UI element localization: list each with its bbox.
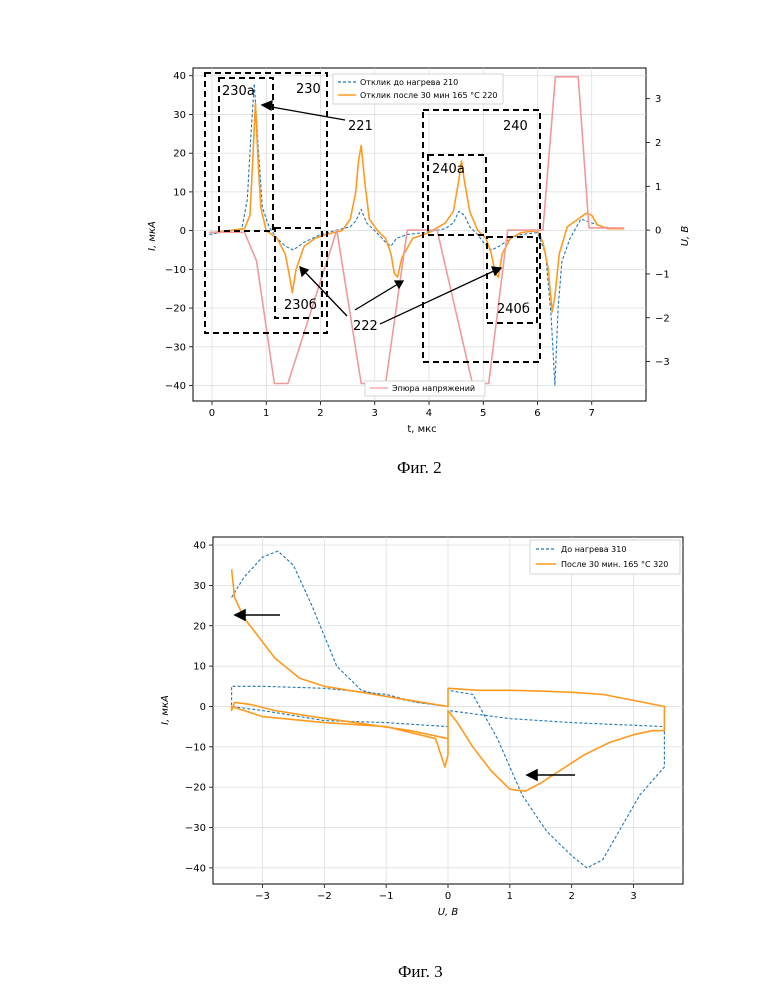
fig2-plot-frame <box>193 68 646 401</box>
fig3-ytick-label-2: 20 <box>193 621 206 632</box>
fig2-ytick-label-4: 0 <box>180 226 186 237</box>
fig2-xtick-label-7: 7 <box>589 408 595 419</box>
fig3-xlabel: U, В <box>438 907 459 918</box>
fig2-xtick-label-5: 5 <box>480 408 486 419</box>
fig2-legend-label-220: Отклик после 30 мин 165 °C 220 <box>360 91 498 100</box>
fig2-label-240: 240 <box>503 119 528 134</box>
fig3-ytick-label-4: 0 <box>200 702 206 713</box>
fig2-xlabel: t, мкс <box>407 424 436 435</box>
fig2-ytick-label-6: −20 <box>165 304 186 315</box>
fig3-caption: Фиг. 3 <box>398 962 443 982</box>
fig2-label-222: 222 <box>353 319 378 334</box>
fig2-ytick-right-label-5: −2 <box>655 313 670 324</box>
fig2-legend-voltage: Эпюра напряжений <box>365 381 485 396</box>
fig2-label-230b: 230б <box>284 298 317 313</box>
fig3-xtick-label-3: 0 <box>445 891 451 902</box>
fig2-ylabel-right: U, В <box>680 226 691 247</box>
fig3-ytick-label-3: 10 <box>193 662 206 673</box>
fig2-legend-label-210: Отклик до нагрева 210 <box>360 78 458 87</box>
fig3-legend: До нагрева 310 После 30 мин. 165 °C 320 <box>530 540 680 574</box>
fig2-ytick-label-5: −10 <box>165 265 186 276</box>
fig2-ytick-label-1: 30 <box>173 110 186 121</box>
fig2-xtick-label-4: 4 <box>426 408 432 419</box>
fig2-legend-label-voltage: Эпюра напряжений <box>392 384 475 393</box>
fig2-ytick-label-7: −30 <box>165 342 186 353</box>
fig3-xtick-label-2: −1 <box>379 891 394 902</box>
fig3-arrowhead-upper <box>235 610 245 620</box>
fig3-legend-label-320: После 30 мин. 165 °C 320 <box>561 560 668 569</box>
fig2-xtick-label-2: 2 <box>317 408 323 419</box>
fig2-xtick-label-1: 1 <box>263 408 269 419</box>
fig2-ytick-right-label-4: −1 <box>655 269 670 280</box>
fig3-ytick-label-6: −20 <box>185 783 206 794</box>
fig2-xtick-label-6: 6 <box>534 408 540 419</box>
fig2-xtick-label-0: 0 <box>209 408 215 419</box>
fig3-ytick-label-1: 30 <box>193 581 206 592</box>
fig3-xtick-label-6: 3 <box>630 891 636 902</box>
fig2-arrow-221 <box>266 106 345 120</box>
fig2-xtick-label-3: 3 <box>372 408 378 419</box>
fig2-label-221: 221 <box>348 119 373 134</box>
fig3-ytick-label-0: 40 <box>193 541 206 552</box>
fig2-ytick-label-0: 40 <box>173 71 186 82</box>
fig2-ytick-label-3: 10 <box>173 187 186 198</box>
fig3-ytick-label-7: −30 <box>185 823 206 834</box>
fig2-legend: Отклик до нагрева 210 Отклик после 30 ми… <box>333 74 503 104</box>
fig2-ytick-right-label-0: 3 <box>655 94 661 105</box>
fig3-ylabel: I, мкА <box>160 695 171 725</box>
fig3-legend-label-310: До нагрева 310 <box>561 545 626 554</box>
fig3-xtick-label-0: −3 <box>255 891 270 902</box>
fig2-ytick-right-label-2: 1 <box>655 182 661 193</box>
fig2-label-230: 230 <box>296 82 321 97</box>
fig2-ytick-right-label-1: 2 <box>655 138 661 149</box>
fig2-ylabel: I, мкА <box>147 221 158 251</box>
fig2-caption: Фиг. 2 <box>397 458 442 478</box>
fig2-ytick-label-2: 20 <box>173 149 186 160</box>
fig2-ytick-right-label-6: −3 <box>655 357 670 368</box>
fig3-xtick-label-5: 2 <box>568 891 574 902</box>
fig3-ytick-label-8: −40 <box>185 863 206 874</box>
fig3-xtick-label-4: 1 <box>507 891 513 902</box>
fig2-label-240b: 240б <box>497 302 530 317</box>
fig2-box-230a <box>219 78 273 231</box>
fig3-arrowhead-lower <box>527 770 537 780</box>
fig3-ytick-label-5: −10 <box>185 742 206 753</box>
fig2-ytick-label-8: −40 <box>165 381 186 392</box>
fig3-xtick-label-1: −2 <box>317 891 332 902</box>
fig2-chart: 01234567403020100−10−20−30−403210−1−2−3 … <box>147 68 691 435</box>
fig2-label-230a: 230а <box>222 84 255 99</box>
fig2-arrowhead-221 <box>262 101 272 110</box>
fig3-chart: −3−2−10123403020100−10−20−30−40 До нагре… <box>160 537 683 918</box>
figure-canvas: 01234567403020100−10−20−30−403210−1−2−3 … <box>0 0 780 989</box>
fig2-ytick-right-label-3: 0 <box>655 226 661 237</box>
fig2-arrow-222b <box>355 284 398 310</box>
fig2-label-240a: 240а <box>432 162 465 177</box>
